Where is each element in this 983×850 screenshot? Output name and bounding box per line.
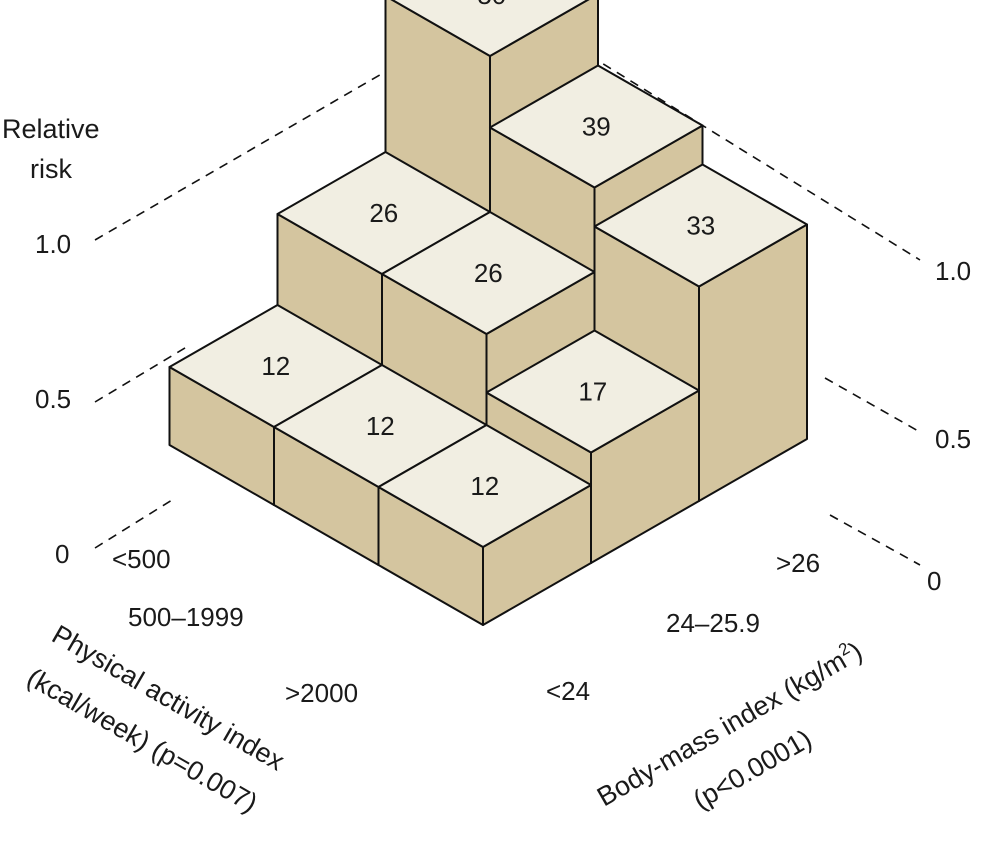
bar-value-label: 50 [477,0,506,10]
left-grid-0 [94,499,173,549]
bar-value-label: 12 [470,471,499,501]
y-category-lt24: <24 [546,676,590,706]
z-tick-right-0.5: 0.5 [935,424,971,454]
bar-0-0: 12 [377,424,592,626]
bar-value-label: 39 [582,112,611,142]
z-tick-left-0: 0 [55,539,69,569]
x-category-gt2000: >2000 [285,678,358,708]
z-tick-left-0.5: 0.5 [35,384,71,414]
bar-top-face [390,0,590,57]
bars: 50 26 39 12 26 33 12 17 12 [168,0,808,626]
z-axis-title-line1: Relative [2,114,100,144]
right-grid-0 [829,514,921,566]
bar-value-label: 17 [578,377,607,407]
z-tick-left-1.0: 1.0 [35,229,71,259]
bar-top-face [381,211,596,335]
x-category-lt500: <500 [112,544,171,574]
bar-top-face [593,163,808,288]
bar-value-label: 33 [686,211,715,241]
x-category-500-1999: 500–1999 [128,602,244,632]
y-category-24-259: 24–25.9 [666,608,760,638]
left-grid-05 [94,344,191,403]
z-tick-right-1.0: 1.0 [935,256,971,286]
bar-top-face [489,64,704,189]
bar-value-label: 12 [366,411,395,441]
z-tick-right-0: 0 [927,566,941,596]
bar-top-face [377,424,592,548]
y-category-gt26: >26 [776,548,820,578]
right-grid-05 [824,377,921,433]
left-grid-10 [94,64,398,241]
bar-value-label: 26 [474,258,503,288]
bar-value-label: 12 [261,351,290,381]
bar-top-face [485,329,700,454]
bar-value-label: 26 [369,198,398,228]
z-axis-title-line2: risk [30,154,72,184]
